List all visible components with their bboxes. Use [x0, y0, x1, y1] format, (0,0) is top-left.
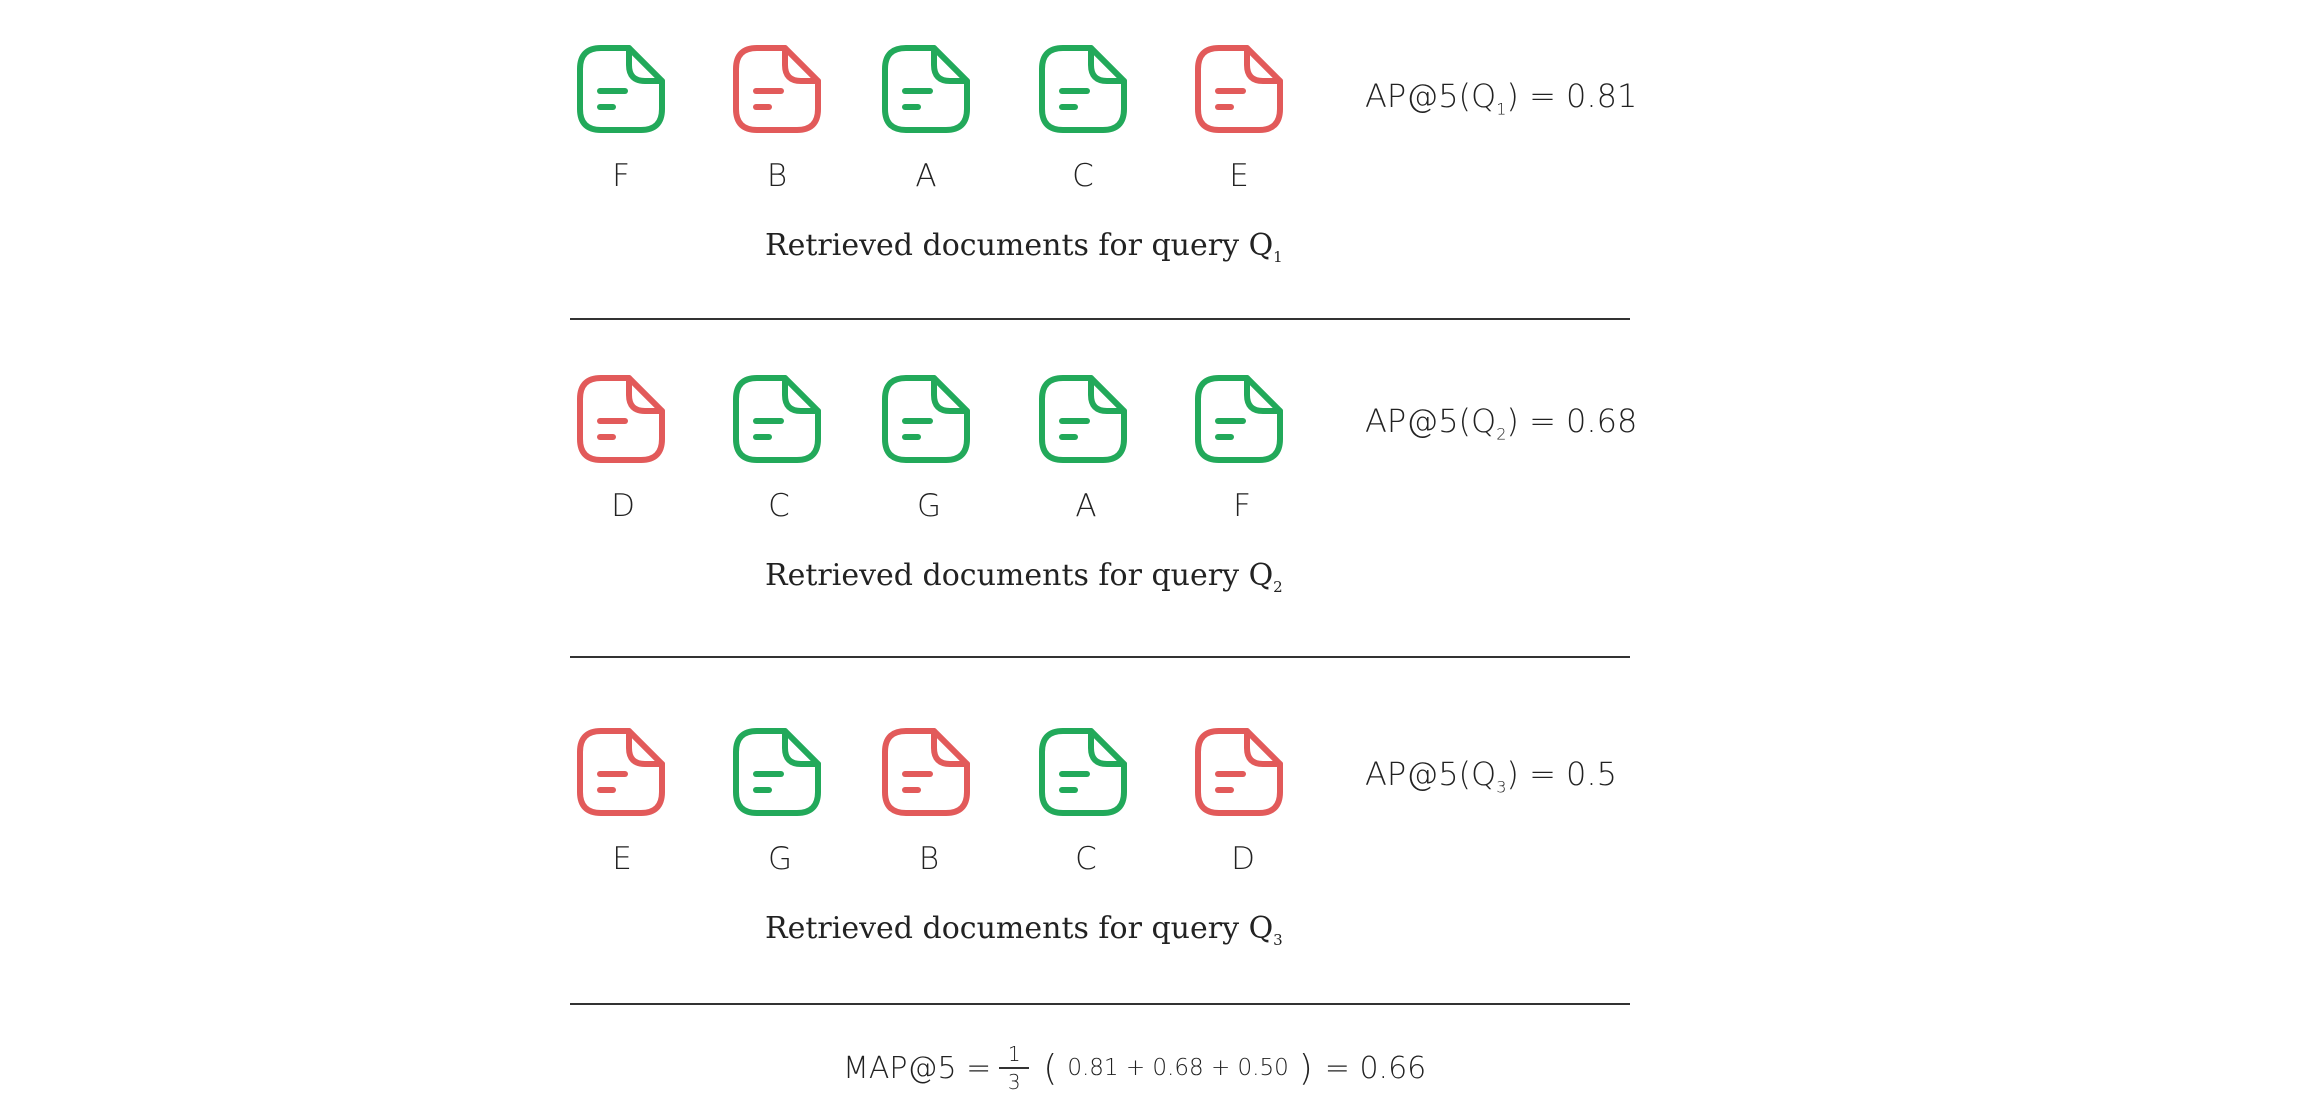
document-label: B: [918, 841, 940, 877]
query-caption: Retrieved documents for query Q3: [765, 911, 1283, 949]
caption-text: Retrieved documents for query Q: [765, 228, 1274, 263]
ap-value: ) = 0.81: [1506, 77, 1638, 115]
document-glyph: [577, 728, 665, 816]
ap-score: AP@5(Q2) = 0.68: [1365, 402, 1637, 443]
document-label: C: [768, 488, 790, 524]
open-paren: (: [1043, 1047, 1058, 1089]
document-glyph: [1195, 728, 1283, 816]
document-glyph: [577, 375, 665, 463]
document-label: F: [612, 158, 630, 194]
ap-subscript: 3: [1496, 777, 1507, 797]
document-icon: [1193, 726, 1285, 818]
ap-value: ) = 0.68: [1506, 402, 1638, 440]
document-icon: [1193, 43, 1285, 135]
document-glyph: [577, 45, 665, 133]
caption-subscript: 2: [1273, 578, 1283, 596]
document-icon: [880, 726, 972, 818]
document-icon: [575, 373, 667, 465]
document-icon: [880, 43, 972, 135]
ap-prefix: AP@5(Q: [1365, 755, 1497, 793]
caption-text: Retrieved documents for query Q: [765, 558, 1274, 593]
document-icon: [1193, 373, 1285, 465]
close-paren: ): [1298, 1047, 1313, 1089]
document-label: F: [1233, 488, 1251, 524]
document-icon: [1037, 373, 1129, 465]
document-glyph: [733, 728, 821, 816]
ap-score: AP@5(Q3) = 0.5: [1365, 755, 1617, 796]
map-formula: MAP@5 = 1 3 ( 0.81 + 0.68 + 0.50 ) = 0.6…: [843, 1043, 1426, 1093]
document-icon: [1037, 726, 1129, 818]
ap-subscript: 2: [1496, 424, 1507, 444]
map-result: = 0.66: [1324, 1050, 1427, 1086]
document-label: C: [1075, 841, 1097, 877]
ap-score: AP@5(Q1) = 0.81: [1365, 77, 1637, 118]
ap-prefix: AP@5(Q: [1365, 402, 1497, 440]
document-label: E: [1229, 158, 1249, 194]
caption-subscript: 3: [1273, 931, 1283, 949]
document-label: E: [612, 841, 632, 877]
document-label: A: [915, 158, 937, 194]
document-glyph: [1195, 45, 1283, 133]
fraction: 1 3: [999, 1042, 1030, 1094]
divider: [570, 318, 1630, 320]
ap-value: ) = 0.5: [1506, 755, 1617, 793]
ap-prefix: AP@5(Q: [1365, 77, 1497, 115]
document-glyph: [1039, 45, 1127, 133]
document-label: G: [767, 841, 793, 877]
document-label: D: [611, 488, 635, 524]
document-label: G: [916, 488, 942, 524]
fraction-bar: [999, 1067, 1030, 1069]
map-label: MAP@5 =: [843, 1050, 992, 1086]
document-icon: [1037, 43, 1129, 135]
document-glyph: [733, 45, 821, 133]
document-icon: [880, 373, 972, 465]
document-icon: [575, 43, 667, 135]
document-glyph: [882, 728, 970, 816]
document-label: C: [1072, 158, 1094, 194]
document-glyph: [733, 375, 821, 463]
query-caption: Retrieved documents for query Q2: [765, 558, 1283, 596]
divider: [570, 1003, 1630, 1005]
document-glyph: [1039, 375, 1127, 463]
document-glyph: [1195, 375, 1283, 463]
divider: [570, 656, 1630, 658]
fraction-numerator: 1: [1007, 1042, 1021, 1066]
ap-subscript: 1: [1496, 99, 1507, 119]
document-glyph: [882, 45, 970, 133]
document-icon: [731, 373, 823, 465]
ap-values-sum: 0.81 + 0.68 + 0.50: [1067, 1055, 1289, 1081]
document-icon: [731, 43, 823, 135]
document-icon: [731, 726, 823, 818]
document-glyph: [882, 375, 970, 463]
document-glyph: [1039, 728, 1127, 816]
caption-subscript: 1: [1273, 248, 1283, 266]
document-label: A: [1075, 488, 1097, 524]
caption-text: Retrieved documents for query Q: [765, 911, 1274, 946]
fraction-denominator: 3: [1007, 1070, 1021, 1094]
document-label: B: [766, 158, 788, 194]
document-icon: [575, 726, 667, 818]
document-label: D: [1231, 841, 1255, 877]
query-caption: Retrieved documents for query Q1: [765, 228, 1283, 266]
